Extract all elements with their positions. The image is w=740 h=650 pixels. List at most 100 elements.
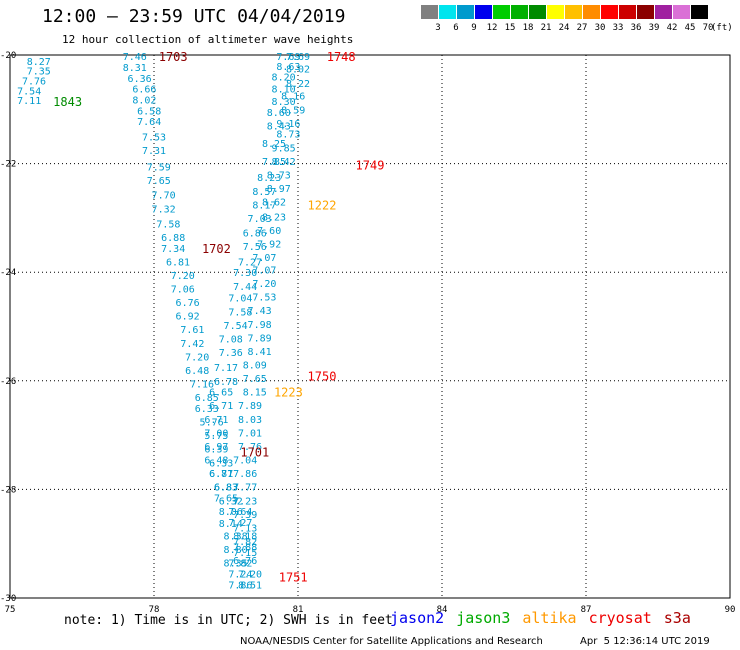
wave-height-point: 7.64	[228, 507, 252, 518]
wave-height-point: 7.17	[214, 363, 238, 374]
x-tick-label: 87	[581, 605, 592, 615]
wave-height-point: 7.34	[161, 244, 185, 255]
wave-height-point: 8.80	[224, 545, 248, 556]
wave-height-point: 8.15	[243, 388, 267, 399]
wave-height-point: 7.60	[257, 226, 281, 237]
satellite-cryosat: cryosat	[588, 609, 652, 627]
wave-height-point: 8.30	[272, 97, 296, 108]
footer-note: note: 1) Time is in UTC; 2) SWH is in fe…	[64, 613, 393, 628]
pass-time-label: 1701	[240, 445, 269, 459]
legend-label: 36	[630, 23, 642, 33]
x-tick-label: 81	[293, 605, 304, 615]
y-tick-label: -26	[0, 377, 16, 387]
legend-swatch	[529, 5, 546, 19]
legend-label: 24	[558, 23, 570, 33]
wave-height-point: 6.36	[128, 74, 152, 85]
y-tick-label: -28	[0, 485, 16, 495]
wave-height-point: 8.31	[123, 63, 147, 74]
legend-label: 6	[453, 23, 459, 33]
y-tick-label: -20	[0, 51, 16, 61]
wave-height-point: 7.70	[152, 191, 176, 202]
wave-height-point: 7.76	[22, 77, 46, 88]
legend-swatch	[637, 5, 654, 19]
pass-time-label: 1750	[308, 369, 337, 383]
pass-time-label: 1749	[356, 159, 385, 173]
legend-swatch	[619, 5, 636, 19]
wave-height-point: 7.82	[233, 537, 257, 548]
wave-height-point: 7.00	[204, 428, 228, 439]
wave-height-point: 5.76	[200, 418, 224, 429]
wave-height-point: 6.87	[209, 469, 233, 480]
wave-height-point: 7.44	[233, 282, 257, 293]
wave-height-point: 7.59	[147, 162, 171, 173]
wave-height-point: 8.10	[272, 85, 296, 96]
wave-height-point: 6.83	[214, 483, 238, 494]
wave-height-point: 8.03	[238, 415, 262, 426]
wave-height-point: 7.16	[190, 380, 214, 391]
legend-label: 15	[504, 23, 516, 33]
chart-subtitle: 12 hour collection of altimeter wave hei…	[62, 33, 354, 46]
wave-height-point: 7.06	[171, 284, 195, 295]
wave-height-point: 6.81	[166, 257, 190, 268]
wave-height-point: 6.86	[243, 229, 267, 240]
wave-height-point: 7.58	[156, 219, 180, 230]
wave-height-point: 6.33	[209, 458, 233, 469]
chart-title: 12:00 — 23:59 UTC 04/04/2019	[42, 6, 346, 27]
wave-height-point: 8.02	[132, 96, 156, 107]
wave-height-point: 8.57	[252, 187, 276, 198]
pass-time-label: 1703	[159, 50, 188, 64]
wave-height-point: 7.23	[233, 496, 257, 507]
legend-label: 45	[684, 23, 696, 33]
wave-height-point: 6.85	[195, 393, 219, 404]
satellite-jason3: jason3	[456, 609, 511, 627]
wave-height-point: 6.71	[204, 415, 228, 426]
legend-swatch	[673, 5, 690, 19]
y-tick-label: -24	[0, 268, 16, 278]
wave-height-point: 7.04	[228, 294, 252, 305]
wave-height-point: 7.27	[238, 257, 262, 268]
legend-swatch	[493, 5, 510, 19]
legend-swatch	[439, 5, 456, 19]
wave-height-point: 8.59	[281, 105, 305, 116]
wave-height-point: 7.07	[252, 253, 276, 264]
wave-height-point: 8.02	[286, 65, 310, 76]
wave-height-point: 8.20	[272, 73, 296, 84]
wave-height-point: 6.48	[204, 456, 228, 467]
wave-height-point: 7.46	[123, 52, 147, 63]
wave-height-point: 7.88	[233, 542, 257, 553]
legend-label: 3	[435, 23, 441, 33]
wave-height-point: 6.32	[219, 496, 243, 507]
wave-height-point: 7.08	[219, 334, 243, 345]
pass-time-label: 1223	[274, 386, 303, 400]
wave-height-point: 6.88	[161, 233, 185, 244]
wave-height-point: 8.73	[267, 170, 291, 181]
wave-height-point: 7.01	[238, 428, 262, 439]
wave-height-point: 7.20	[185, 352, 209, 363]
credit-line: NOAA/NESDIS Center for Satellite Applica…	[240, 636, 543, 647]
wave-height-point: 7.31	[142, 146, 166, 157]
x-tick-label: 75	[5, 605, 16, 615]
wave-height-point: 8.43	[267, 122, 291, 133]
wave-height-point: 7.36	[219, 348, 243, 359]
wave-height-point: 8.17	[252, 200, 276, 211]
satellite-legend: jason2 jason3 altika cryosat s3a	[390, 609, 703, 627]
wave-height-point: 6.78	[214, 377, 238, 388]
wave-height-point: 7.15	[233, 548, 257, 559]
wave-height-point: 7.86	[228, 580, 252, 591]
wave-height-point: 9.85	[272, 143, 296, 154]
generation-timestamp: Apr 5 12:36:14 UTC 2019	[580, 636, 710, 647]
wave-height-point: 8.14	[219, 519, 243, 530]
wave-height-point: 8.06	[219, 507, 243, 518]
x-tick-label: 90	[725, 605, 736, 615]
wave-height-point: 7.30	[233, 268, 257, 279]
wave-height-point: 6.71	[209, 401, 233, 412]
plot-frame	[9, 54, 731, 599]
pass-time-label: 1843	[53, 95, 82, 109]
legend-swatch	[457, 5, 474, 19]
pass-time-label: 1222	[308, 198, 337, 212]
legend-swatch	[547, 5, 564, 19]
legend-swatch	[655, 5, 672, 19]
wave-height-point: 6.97	[204, 442, 228, 453]
wave-height-point: 8.22	[286, 79, 310, 90]
wave-height-point: 8.51	[238, 580, 262, 591]
